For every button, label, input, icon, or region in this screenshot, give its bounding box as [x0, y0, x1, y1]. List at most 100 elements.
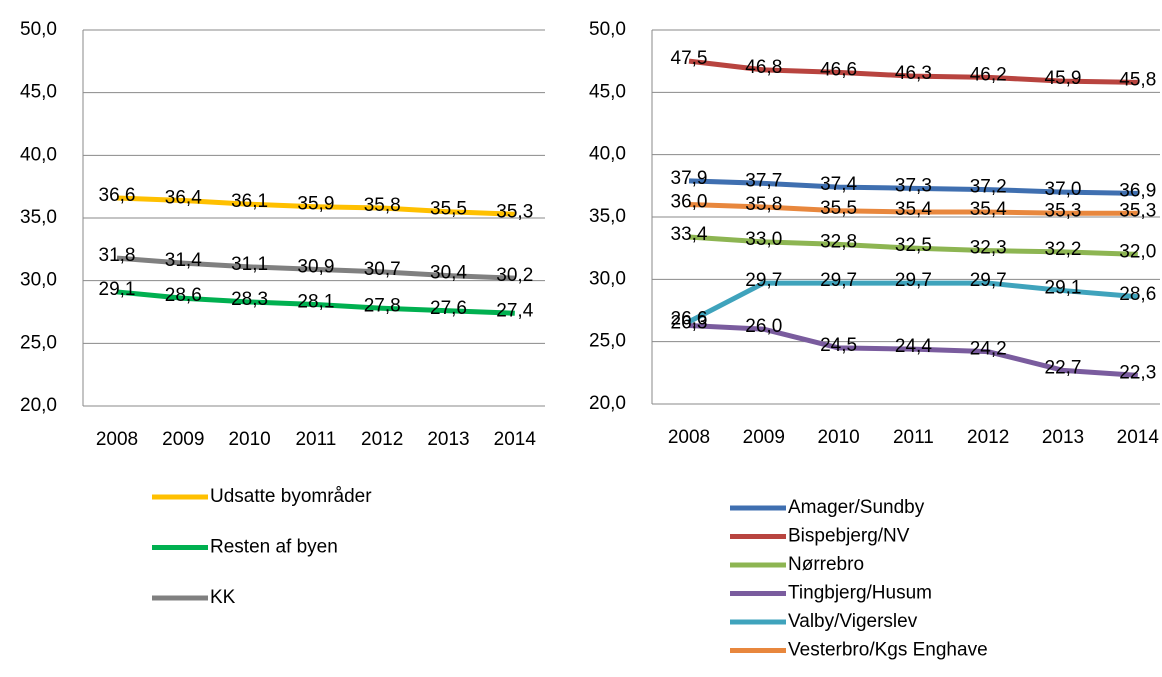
y-tick-label: 50,0: [20, 19, 57, 40]
data-label: 35,8: [745, 194, 782, 215]
series-line: [688, 178, 1138, 196]
legend-label: Vesterbro/Kgs Enghave: [788, 640, 988, 661]
data-label: 30,4: [430, 263, 467, 284]
data-label: 35,3: [1119, 200, 1156, 221]
series-line: [688, 58, 1138, 85]
x-tick-label: 2008: [668, 427, 710, 448]
data-label: 36,4: [165, 187, 202, 208]
y-tick-label: 20,0: [589, 393, 626, 414]
data-label: 30,9: [297, 256, 334, 277]
data-label: 32,2: [1045, 239, 1082, 260]
x-tick-label: 2011: [893, 427, 934, 448]
x-tick-label: 2012: [967, 427, 1009, 448]
x-tick-label: 2014: [494, 429, 537, 450]
y-tick-label: 50,0: [589, 19, 626, 40]
x-tick-label: 2009: [162, 429, 204, 450]
data-label: 37,4: [820, 174, 857, 195]
legend-label: Udsatte byområder: [210, 486, 372, 507]
data-label: 37,0: [1045, 179, 1082, 200]
data-label: 29,7: [895, 270, 932, 291]
y-tick-label: 25,0: [589, 331, 626, 352]
data-label: 24,5: [820, 335, 857, 356]
legend-label: Valby/Vigerslev: [788, 611, 918, 632]
data-label: 28,6: [1119, 284, 1156, 305]
data-label: 35,3: [1045, 200, 1082, 221]
data-label: 32,8: [820, 231, 857, 252]
data-label: 46,3: [895, 63, 932, 84]
data-label: 29,1: [1045, 278, 1082, 299]
data-label: 32,3: [970, 238, 1007, 259]
x-tick-label: 2014: [1117, 427, 1160, 448]
data-label: 37,9: [671, 168, 708, 189]
data-label: 27,8: [364, 295, 401, 316]
data-label: 33,4: [671, 224, 708, 245]
y-tick-label: 40,0: [20, 144, 57, 165]
data-label: 31,4: [165, 250, 202, 271]
x-tick-label: 2009: [743, 427, 785, 448]
y-tick-label: 35,0: [20, 207, 57, 228]
data-label: 37,2: [970, 177, 1007, 198]
data-label: 30,7: [364, 259, 401, 280]
y-tick-label: 35,0: [589, 206, 626, 227]
data-label: 22,7: [1045, 357, 1082, 378]
y-tick-label: 20,0: [20, 395, 57, 416]
series-line: [116, 289, 515, 316]
x-tick-label: 2011: [295, 429, 336, 450]
data-label: 35,5: [820, 198, 857, 219]
x-tick-label: 2010: [228, 429, 270, 450]
data-label: 30,2: [496, 265, 533, 286]
data-label: 28,6: [165, 285, 202, 306]
data-label: 46,6: [820, 59, 857, 80]
data-label: 36,1: [231, 191, 268, 212]
data-label: 24,2: [970, 339, 1007, 360]
y-tick-label: 30,0: [589, 268, 626, 289]
data-label: 46,8: [745, 57, 782, 78]
data-label: 37,7: [745, 170, 782, 191]
data-label: 28,1: [297, 291, 334, 312]
data-label: 36,9: [1119, 180, 1156, 201]
legend-label: Resten af byen: [210, 537, 338, 558]
x-tick-label: 2008: [96, 429, 138, 450]
data-label: 28,3: [231, 289, 268, 310]
data-label: 36,6: [99, 185, 136, 206]
data-label: 35,8: [364, 195, 401, 216]
legend-label: Tingbjerg/Husum: [788, 583, 932, 604]
legend-label: Bispebjerg/NV: [788, 526, 910, 547]
data-label: 35,4: [970, 199, 1007, 220]
data-label: 47,5: [671, 48, 708, 69]
series-line: [116, 195, 515, 217]
legend-label: KK: [210, 587, 236, 608]
series-line: [688, 322, 1138, 378]
data-label: 22,3: [1119, 362, 1156, 383]
data-label: 29,7: [745, 270, 782, 291]
data-label: 29,1: [99, 279, 136, 300]
data-label: 27,6: [430, 298, 467, 319]
data-label: 27,4: [496, 300, 533, 321]
y-tick-label: 40,0: [589, 144, 626, 165]
legend-label: Nørrebro: [788, 554, 864, 575]
data-label: 33,0: [745, 229, 782, 250]
data-label: 35,5: [430, 199, 467, 220]
legend-label: Amager/Sundby: [788, 497, 925, 518]
data-label: 35,4: [895, 199, 932, 220]
series-line: [688, 202, 1138, 216]
data-label: 36,0: [671, 192, 708, 213]
data-label: 26,3: [671, 312, 708, 333]
series-line: [688, 234, 1138, 257]
data-label: 26,0: [745, 316, 782, 337]
data-label: 35,3: [496, 201, 533, 222]
data-label: 46,2: [970, 64, 1007, 85]
x-tick-label: 2013: [1042, 427, 1084, 448]
data-label: 37,3: [895, 175, 932, 196]
data-label: 31,1: [231, 254, 268, 275]
data-label: 32,5: [895, 235, 932, 256]
data-label: 29,7: [970, 270, 1007, 291]
data-label: 24,4: [895, 336, 932, 357]
data-label: 26,6: [671, 309, 708, 330]
x-tick-label: 2013: [427, 429, 469, 450]
y-tick-label: 45,0: [20, 82, 57, 103]
y-tick-label: 30,0: [20, 270, 57, 291]
data-label: 32,0: [1119, 241, 1156, 262]
data-label: 45,8: [1119, 69, 1156, 90]
